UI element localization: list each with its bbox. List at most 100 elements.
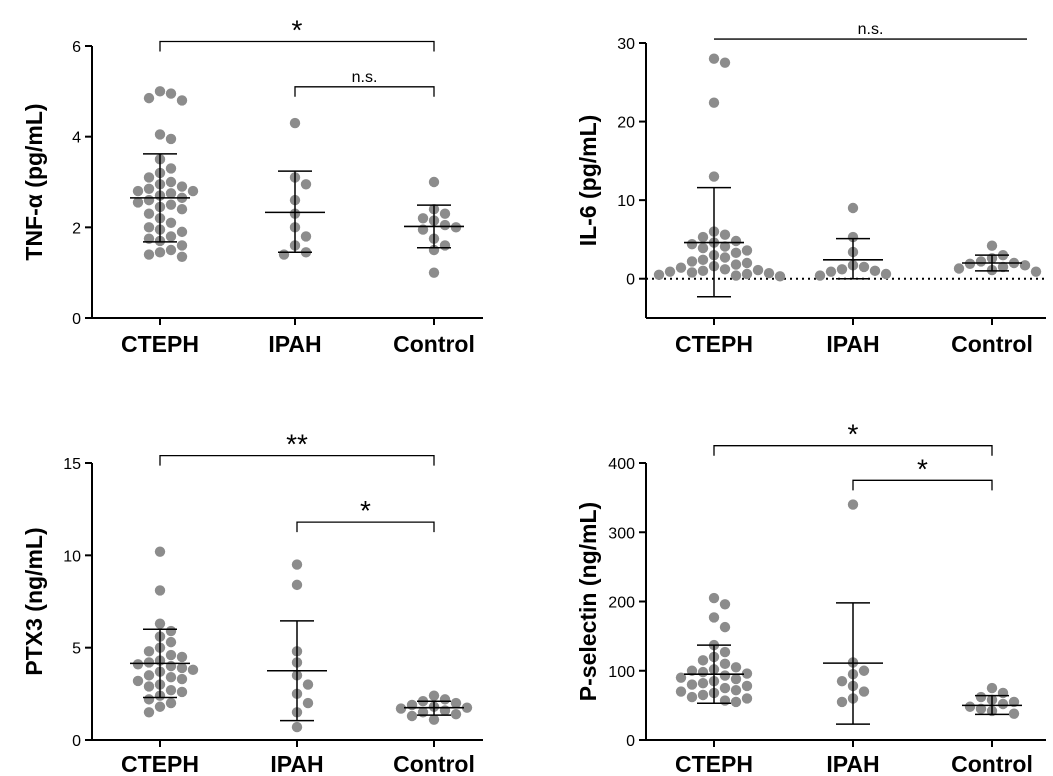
data-point [450, 697, 462, 709]
data-point [847, 231, 859, 243]
y-tick-label: 15 [63, 456, 81, 473]
data-point [428, 714, 440, 725]
y-tick-label: 10 [617, 193, 635, 210]
data-point [697, 242, 709, 254]
data-point [461, 702, 473, 713]
data-point [132, 659, 144, 670]
data-point [719, 229, 731, 240]
data-point [1019, 260, 1031, 271]
significance-bracket: * [713, 419, 993, 456]
data-point [719, 670, 731, 681]
data-point [439, 240, 451, 251]
x-tick-label: CTEPH [675, 331, 753, 357]
x-tick-label: CTEPH [121, 331, 199, 357]
data-point [975, 703, 987, 715]
data-point [719, 252, 731, 263]
data-point [143, 657, 155, 668]
data-point [165, 163, 177, 174]
x-tick-label: IPAH [270, 751, 323, 776]
data-point [143, 92, 155, 104]
x-tick-label: Control [393, 331, 475, 357]
data-point [132, 197, 144, 208]
significance-bracket: n.s. [294, 69, 435, 97]
y-axis-title: P-selectin (ng/mL) [575, 502, 601, 701]
data-point [675, 672, 687, 683]
data-point [165, 636, 177, 648]
data-point [686, 679, 698, 690]
data-point [730, 662, 742, 673]
y-tick-label: 10 [63, 548, 81, 565]
data-point [143, 222, 155, 233]
data-point [741, 257, 753, 269]
x-tick-label: Control [951, 751, 1033, 776]
y-tick-label: 2 [72, 220, 81, 237]
y-tick-label: 300 [608, 525, 635, 542]
data-point [836, 264, 848, 275]
data-point [132, 675, 144, 687]
significance-label: * [292, 14, 303, 45]
data-point [953, 263, 965, 274]
data-point [719, 599, 731, 610]
bracket-line [294, 86, 435, 97]
data-point [165, 217, 177, 228]
data-point [176, 686, 188, 698]
data-point [719, 621, 731, 633]
data-point [741, 668, 753, 679]
panel-4: 0 100 200 300 400 CTEPH IPAH Control P-selectin … [575, 419, 1046, 776]
data-point [406, 710, 418, 722]
data-point [708, 592, 720, 604]
group-cteph [653, 53, 786, 298]
data-point [847, 202, 859, 214]
data-point [964, 701, 976, 712]
group-ipah [267, 559, 327, 733]
data-point [176, 662, 188, 674]
data-point [187, 185, 199, 197]
y-tick-label: 0 [72, 311, 81, 328]
data-point [165, 133, 177, 145]
y-tick-label: 200 [608, 595, 635, 612]
data-point [165, 672, 177, 683]
data-point [154, 618, 166, 629]
y-tick-label: 5 [72, 641, 81, 658]
data-point [165, 176, 177, 188]
data-point [176, 251, 188, 262]
data-point [686, 691, 698, 703]
data-point [836, 696, 848, 708]
group-control [962, 682, 1022, 719]
data-point [439, 705, 451, 716]
data-point [1008, 708, 1020, 719]
data-point [730, 696, 742, 708]
x-tick-label: IPAH [826, 331, 879, 357]
data-point [439, 694, 451, 705]
data-point [176, 95, 188, 106]
data-point [858, 665, 870, 676]
group-cteph [130, 546, 199, 718]
y-tick-label: 0 [626, 733, 635, 750]
data-point [278, 249, 290, 260]
data-point [708, 53, 720, 64]
group-control [404, 176, 464, 278]
x-tick-label: Control [393, 751, 475, 776]
data-point [719, 264, 731, 275]
data-point [858, 261, 870, 273]
data-point [165, 88, 177, 99]
data-point [154, 129, 166, 140]
y-axis-title: TNF-α (pg/mL) [21, 103, 47, 260]
data-point [143, 670, 155, 681]
data-point [428, 267, 440, 278]
data-point [143, 194, 155, 206]
group-ipah [814, 202, 892, 281]
data-point [708, 97, 720, 108]
data-point [858, 686, 870, 697]
data-point [165, 697, 177, 709]
data-point [439, 219, 451, 231]
data-point [975, 691, 987, 703]
data-point [165, 199, 177, 210]
data-point [187, 664, 199, 676]
data-point [300, 231, 312, 242]
data-point [143, 694, 155, 705]
data-point [869, 265, 881, 277]
group-control [953, 240, 1042, 277]
data-point [697, 666, 709, 678]
group-ipah [265, 117, 325, 260]
